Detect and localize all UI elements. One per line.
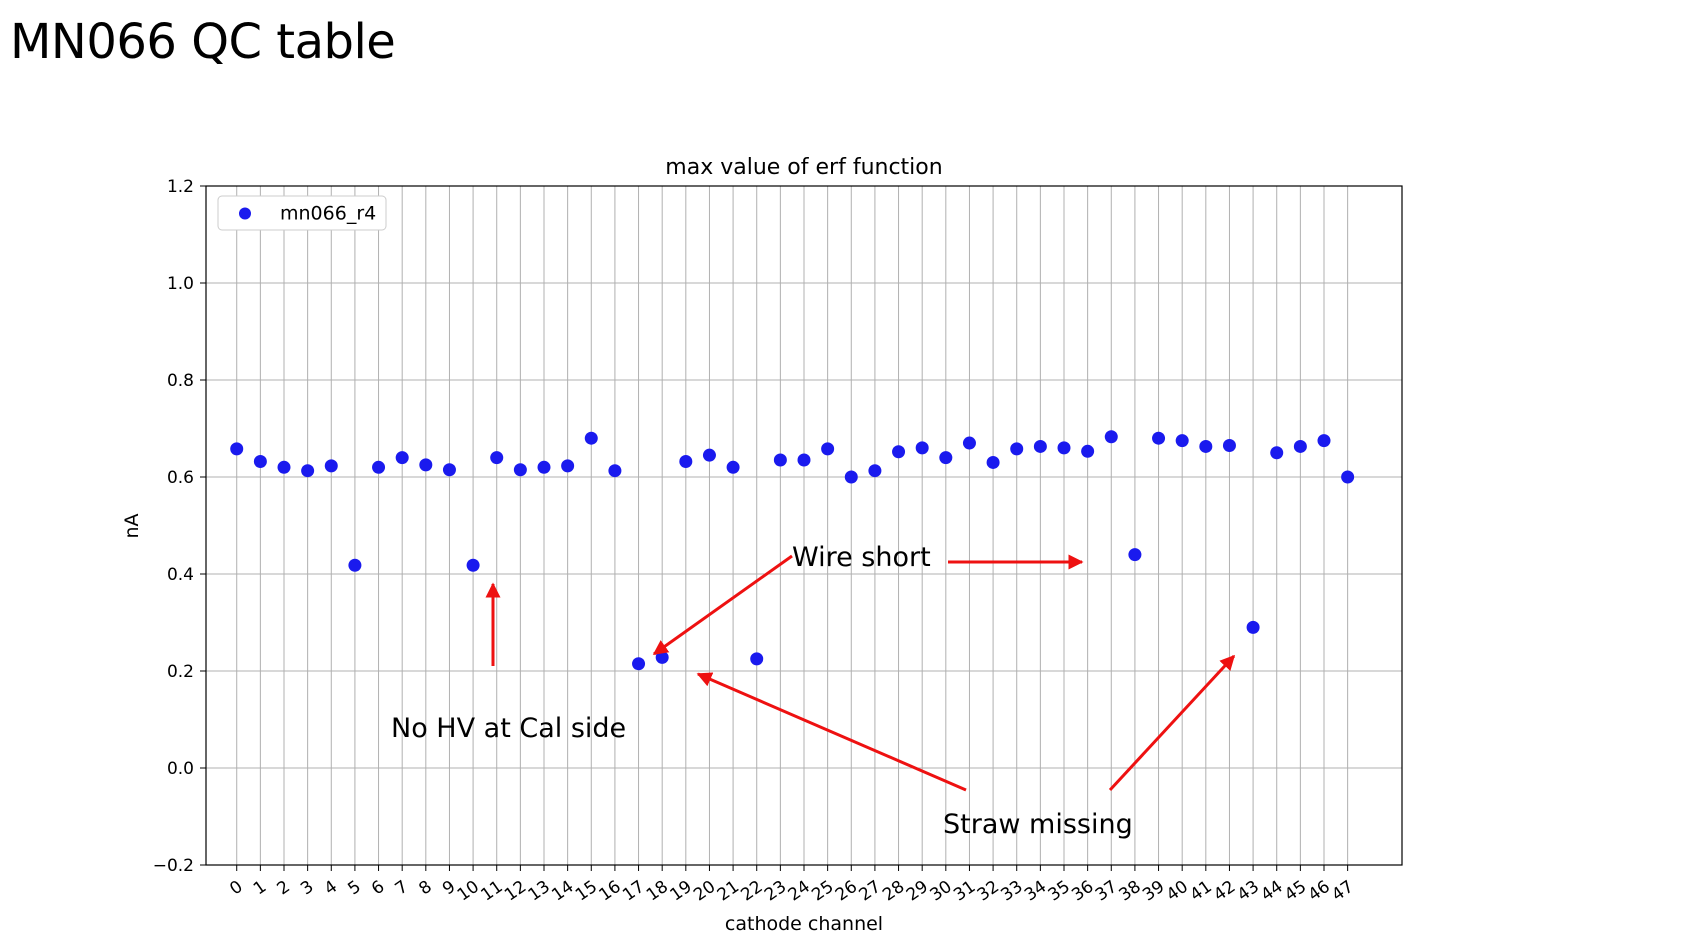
data-point xyxy=(419,458,433,472)
y-tick-label: 0.6 xyxy=(167,468,194,488)
x-tick-label: 0 xyxy=(226,877,246,900)
legend-label: mn066_r4 xyxy=(280,203,376,225)
data-point xyxy=(986,455,1000,469)
arrow-straw-missing-left xyxy=(696,672,967,792)
x-tick-label: 47 xyxy=(1328,877,1357,906)
data-point xyxy=(915,441,929,455)
legend-marker xyxy=(239,207,251,220)
data-point xyxy=(1293,439,1307,453)
y-axis-label: nA xyxy=(121,513,143,538)
x-tick-label: 8 xyxy=(415,877,435,900)
data-point xyxy=(490,451,504,465)
x-axis-label: cathode channel xyxy=(725,913,883,935)
data-point xyxy=(372,460,386,474)
data-point xyxy=(1317,434,1331,448)
data-point xyxy=(821,442,835,456)
data-point xyxy=(1104,430,1118,444)
data-point xyxy=(844,470,858,484)
data-point xyxy=(726,460,740,474)
x-tick-label: 4 xyxy=(321,877,341,900)
x-tick-label: 2 xyxy=(274,877,294,900)
y-tick-label: 0.0 xyxy=(167,759,194,779)
y-tick-label: 0.8 xyxy=(167,371,194,391)
x-tick-label: 1 xyxy=(250,877,270,900)
data-point xyxy=(1057,441,1071,455)
data-point xyxy=(1199,439,1213,453)
data-point xyxy=(230,442,244,456)
data-point xyxy=(537,460,551,474)
data-point xyxy=(513,463,527,477)
data-point xyxy=(868,464,882,478)
data-point xyxy=(442,463,456,477)
data-point xyxy=(1128,548,1142,562)
data-point xyxy=(1152,431,1166,445)
data-point xyxy=(301,464,315,478)
data-point xyxy=(466,558,480,572)
data-point xyxy=(939,451,953,465)
data-points xyxy=(230,430,1355,671)
data-point xyxy=(584,431,598,445)
data-point xyxy=(773,453,787,467)
data-point xyxy=(632,657,646,671)
y-tick-label: −0.2 xyxy=(153,856,194,876)
data-point xyxy=(324,459,338,473)
data-point xyxy=(277,460,291,474)
grid-lines xyxy=(206,185,1402,866)
data-point xyxy=(1033,439,1047,453)
data-point xyxy=(348,558,362,572)
data-point xyxy=(702,448,716,462)
x-tick-label: 3 xyxy=(297,877,317,900)
legend: mn066_r4 xyxy=(217,195,387,231)
legend-box xyxy=(217,195,387,231)
data-point xyxy=(750,652,764,666)
y-tick-label: 0.2 xyxy=(167,662,194,682)
data-point xyxy=(1175,434,1189,448)
arrow-wire-short-left xyxy=(652,554,793,656)
annotation-straw-missing: Straw missing xyxy=(943,809,1133,840)
x-tick-label: 6 xyxy=(368,877,388,900)
annotation-no-hv: No HV at Cal side xyxy=(391,713,626,744)
data-point xyxy=(679,454,693,468)
chart-title: max value of erf function xyxy=(665,155,942,180)
data-point xyxy=(1246,620,1260,634)
y-tick-label: 0.4 xyxy=(167,565,194,585)
data-point xyxy=(1270,446,1284,460)
data-point xyxy=(608,464,622,478)
data-point xyxy=(253,454,267,468)
data-point xyxy=(1341,470,1355,484)
data-point xyxy=(395,451,409,465)
data-point xyxy=(962,436,976,450)
arrow-straw-missing-right xyxy=(1108,654,1236,792)
data-point xyxy=(797,453,811,467)
axis-ticks: 0 1 2 3 4 5 6 7 8 9101112131415161718192021222324… xyxy=(153,177,1358,906)
x-tick-label: 7 xyxy=(392,877,412,900)
annotation-wire-short: Wire short xyxy=(792,542,931,573)
y-tick-label: 1.2 xyxy=(167,177,194,197)
data-point xyxy=(561,459,575,473)
data-point xyxy=(892,445,906,459)
annotation-arrows xyxy=(485,554,1236,792)
data-point xyxy=(1010,442,1024,456)
data-point xyxy=(1081,444,1095,458)
slide-title: MN066 QC table xyxy=(10,14,396,70)
data-point xyxy=(1222,438,1236,452)
x-tick-label: 5 xyxy=(344,877,364,900)
y-tick-label: 1.0 xyxy=(167,274,194,294)
